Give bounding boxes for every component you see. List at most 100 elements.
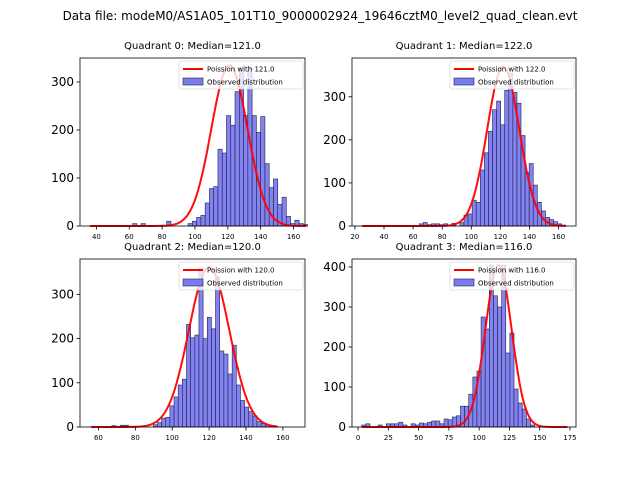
histogram-bar (264, 163, 270, 227)
histogram-bar (211, 328, 216, 428)
poisson-curve (362, 65, 566, 227)
histogram-bar (209, 188, 214, 227)
x-tick-label: 0 (356, 434, 360, 442)
x-tick-label: 80 (131, 434, 140, 442)
legend-label-observed: Observed distribution (207, 79, 283, 87)
axes-frame (79, 258, 306, 428)
histogram-bar (493, 295, 498, 428)
histogram-bar (219, 350, 225, 428)
x-tick-label: 100 (166, 434, 179, 442)
histogram-bar (504, 90, 510, 227)
subplot-quadrant-3: Quadrant 3: Median=116.0 0 25 50 75 100 125 150… (323, 242, 577, 442)
legend: Poission with 120.0 Observed distribution (178, 261, 304, 291)
legend-label-poisson: Poission with 122.0 (478, 66, 546, 74)
legend: Poission with 121.0 Observed distribution (178, 60, 304, 90)
histogram-bar (459, 222, 465, 227)
histogram-bar (508, 72, 514, 227)
histogram-bar (204, 202, 210, 227)
histogram-bar (198, 267, 204, 428)
histogram-bar (217, 148, 223, 227)
histogram-bar (169, 405, 175, 428)
histogram-bar (190, 337, 196, 428)
x-tick-label: 80 (158, 233, 167, 241)
histogram-bar (215, 276, 221, 428)
x-tick-label: 125 (503, 434, 516, 442)
histogram-bar (244, 406, 250, 428)
x-tick-label: 140 (523, 233, 536, 241)
legend: Poission with 122.0 Observed distribution (449, 60, 575, 90)
histogram-bar (202, 338, 208, 428)
histogram-bar (226, 115, 232, 227)
legend-label-poisson: Poission with 121.0 (207, 66, 275, 74)
histogram-bar (165, 416, 171, 428)
legend-box (449, 60, 575, 90)
y-tick-label: 300 (51, 287, 74, 301)
histogram-bar (505, 352, 511, 428)
x-tick-label: 100 (465, 233, 478, 241)
histogram-bar (513, 388, 519, 428)
x-tick-label: 160 (287, 233, 300, 241)
subplot-title: Quadrant 0: Median=121.0 (124, 41, 261, 52)
histogram-bar (182, 378, 187, 428)
y-tick-label: 300 (323, 300, 346, 314)
histogram-bar (526, 418, 531, 428)
histogram-bar (177, 384, 183, 428)
histogram-bar (223, 353, 229, 428)
subplot-quadrant-0: Quadrant 0: Median=121.0 40 60 80 100 120 140 1… (51, 41, 308, 241)
histogram-bar (492, 109, 497, 227)
legend-bar-swatch (182, 278, 204, 287)
y-tick-label: 200 (51, 123, 74, 137)
histogram-bar (196, 217, 202, 227)
x-tick-label: 75 (444, 434, 453, 442)
histogram-bar (521, 408, 527, 428)
histogram-bar (496, 100, 501, 227)
histogram-bar (467, 213, 473, 227)
legend-label-observed: Observed distribution (478, 280, 554, 288)
y-tick-label: 200 (51, 332, 74, 346)
histogram-bar (475, 202, 481, 227)
axes-frame (351, 258, 577, 428)
legend-box (449, 261, 575, 291)
histogram-bar (200, 215, 206, 227)
histogram-bar (471, 199, 477, 227)
histogram-bar (497, 306, 502, 428)
legend-label-observed: Observed distribution (207, 280, 283, 288)
histogram-bar (230, 124, 236, 227)
axes-frame (351, 57, 577, 227)
histogram-bar (281, 196, 287, 227)
x-tick-label: 25 (384, 434, 393, 442)
subplot-title: Quadrant 2: Median=120.0 (124, 242, 261, 253)
x-tick-label: 40 (380, 233, 389, 241)
x-tick-label: 140 (254, 233, 267, 241)
legend-label-poisson: Poission with 116.0 (478, 267, 546, 275)
y-tick-label: 200 (323, 340, 346, 354)
subplot-title: Quadrant 3: Median=116.0 (396, 242, 533, 253)
x-tick-label: 40 (92, 233, 101, 241)
y-tick-label: 300 (323, 90, 346, 104)
legend: Poission with 116.0 Observed distribution (449, 261, 575, 291)
legend-bar-swatch (453, 278, 475, 287)
y-tick-label: 100 (323, 380, 346, 394)
y-tick-label: 100 (323, 176, 346, 190)
y-tick-label: 0 (338, 219, 346, 233)
histogram-bar (500, 124, 506, 227)
histogram-bar (260, 116, 266, 227)
x-tick-label: 120 (202, 434, 215, 442)
x-tick-label: 120 (494, 233, 507, 241)
histogram-bar (484, 328, 490, 428)
x-tick-label: 160 (276, 434, 289, 442)
x-tick-label: 80 (438, 233, 447, 241)
histogram-bars (132, 67, 308, 227)
y-tick-label: 100 (51, 376, 74, 390)
y-tick-label: 0 (66, 420, 74, 434)
histogram-bar (488, 130, 493, 227)
legend-box (178, 60, 304, 90)
x-tick-label: 20 (350, 233, 359, 241)
y-tick-label: 0 (66, 219, 74, 233)
y-tick-label: 0 (338, 420, 346, 434)
x-tick-label: 50 (414, 434, 423, 442)
figure-suptitle: Data file: modeM0/AS1A05_101T10_90000029… (62, 9, 578, 23)
histogram-bar (173, 396, 179, 428)
histogram-bar (194, 334, 200, 428)
x-tick-label: 60 (409, 233, 418, 241)
